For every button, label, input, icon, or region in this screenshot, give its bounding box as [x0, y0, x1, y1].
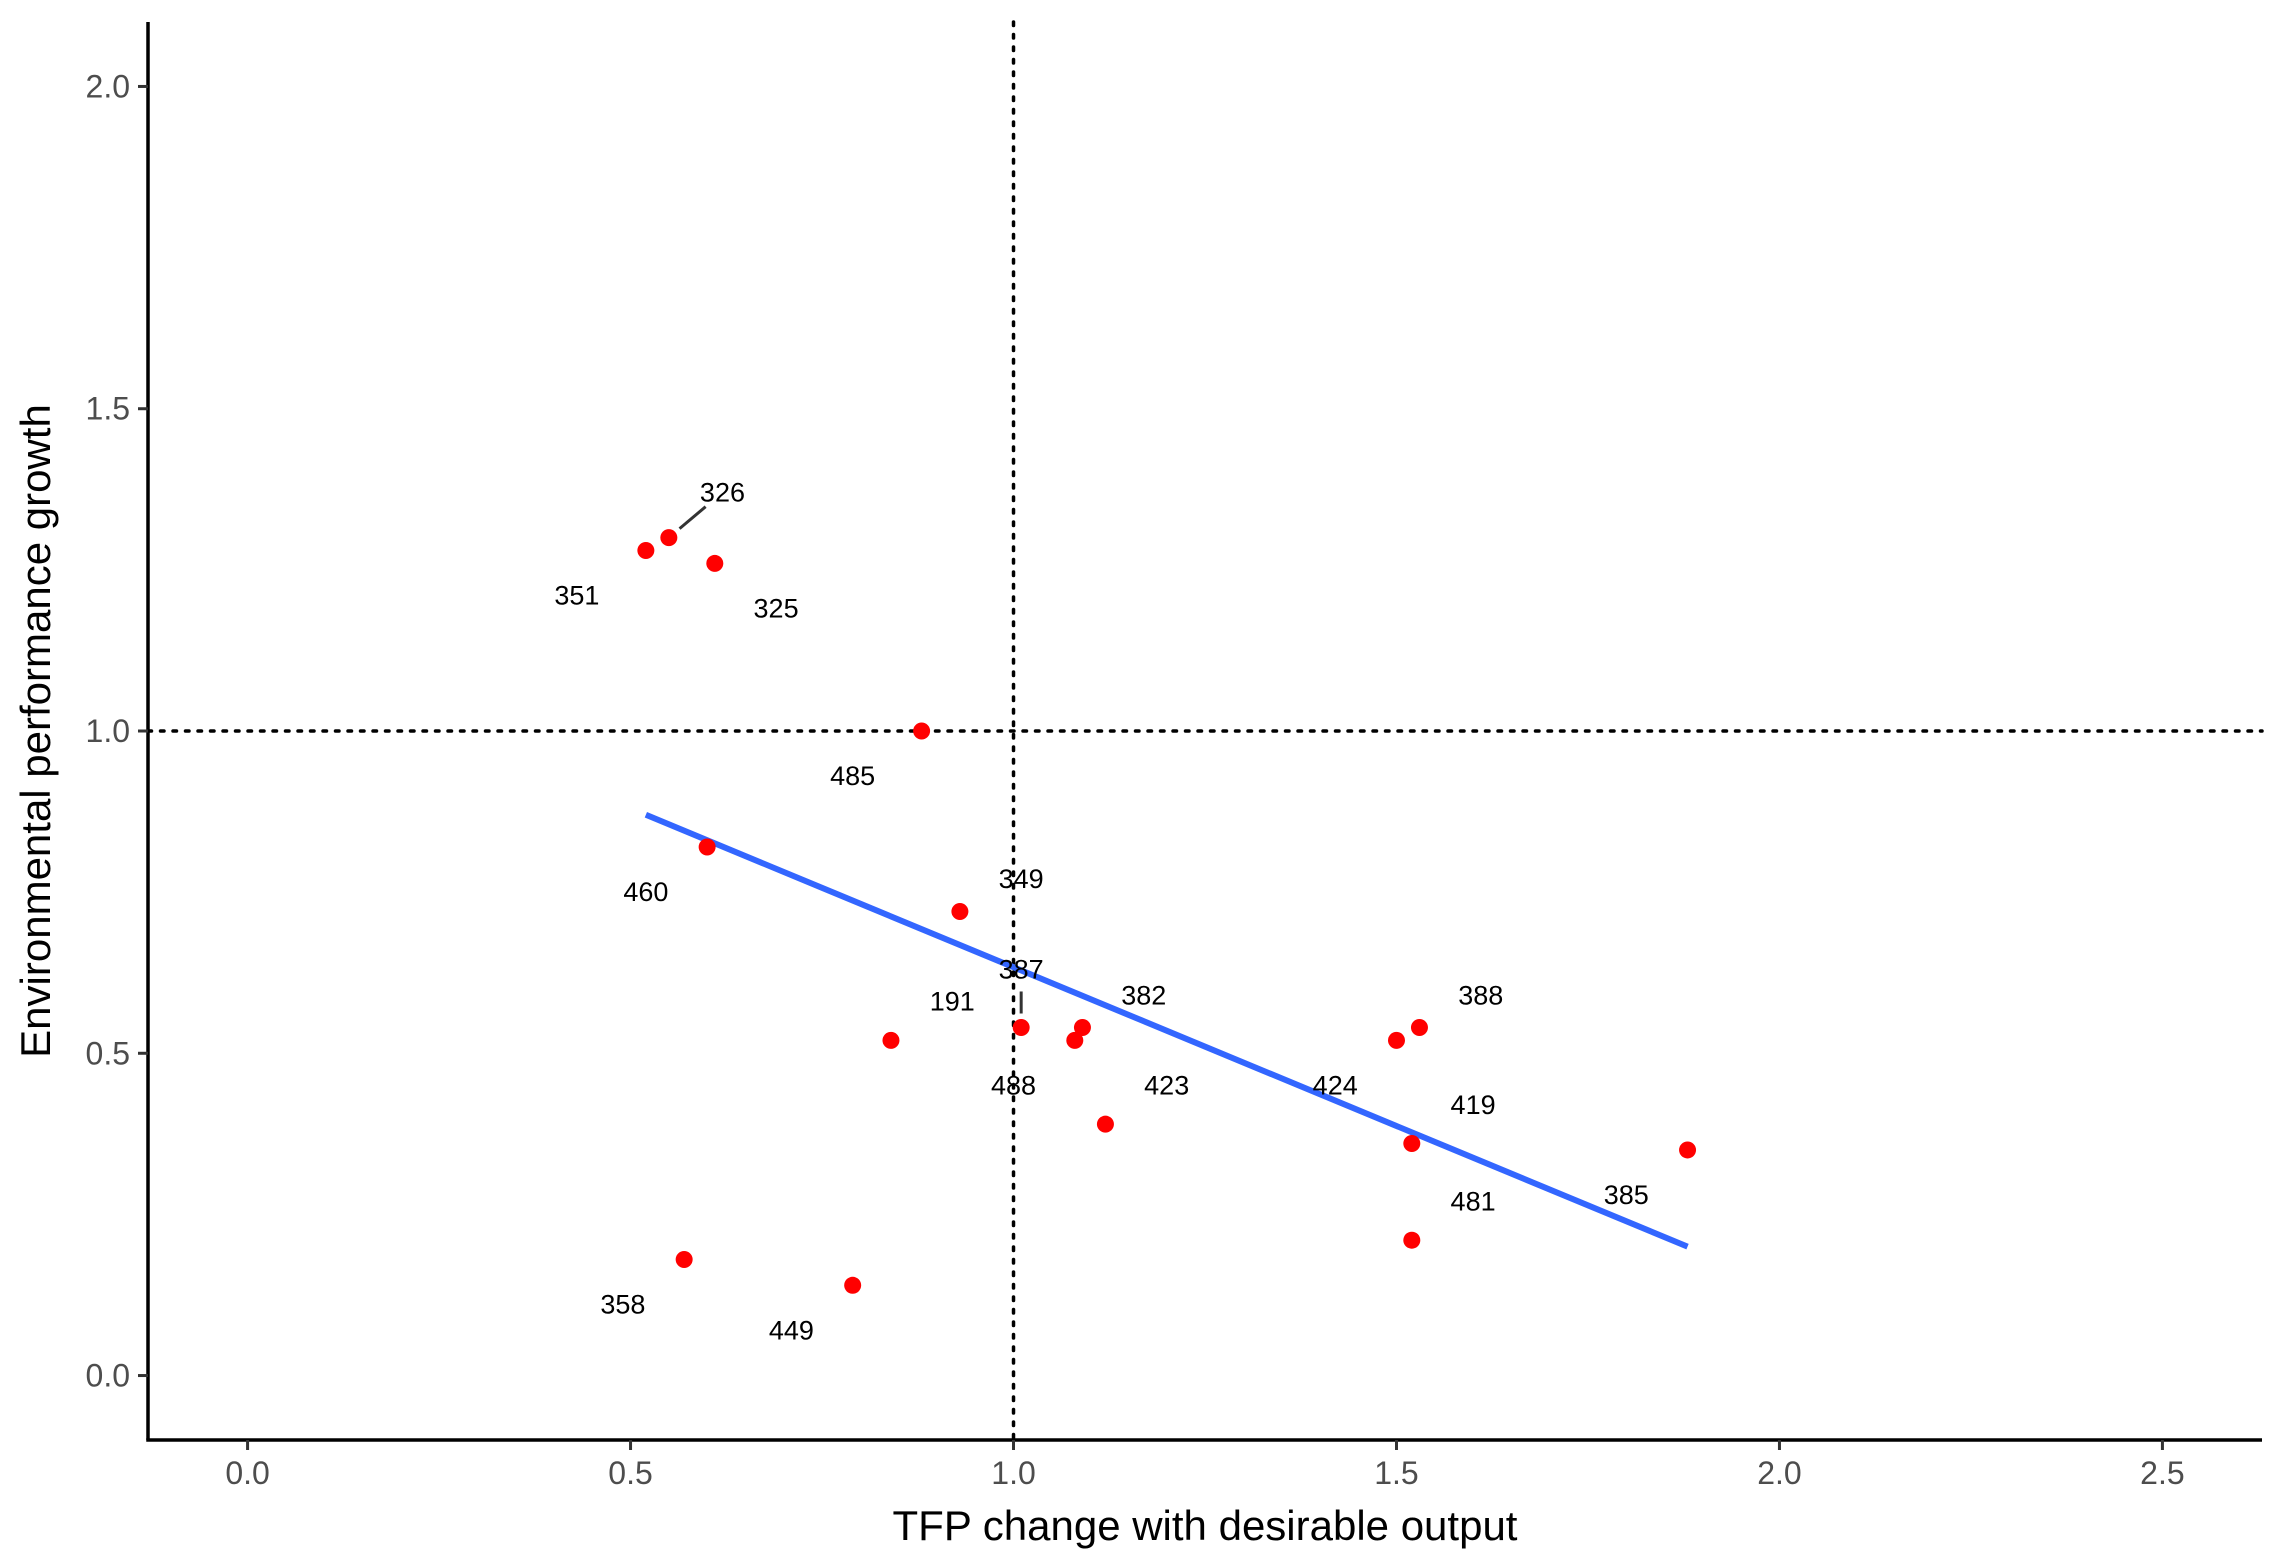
point-358 — [675, 1251, 693, 1269]
point-382 — [1073, 1018, 1091, 1036]
y-axis-ticks: 0.0 0.5 1.0 1.5 2.0 — [86, 68, 148, 1394]
trend-line-group — [644, 812, 1689, 1250]
point-label-485: 485 — [830, 761, 875, 791]
reference-lines — [146, 20, 2264, 1442]
point-388 — [1410, 1018, 1428, 1036]
point-423 — [1096, 1115, 1114, 1133]
point-label-349: 349 — [999, 864, 1044, 894]
x-tick-label: 1.0 — [991, 1455, 1035, 1491]
x-axis-ticks: 0.0 0.5 1.0 1.5 2.0 2.5 — [225, 1440, 2185, 1491]
point-label-326: 326 — [700, 478, 745, 508]
y-tick-label: 0.5 — [86, 1035, 130, 1071]
y-tick-label: 2.0 — [86, 68, 130, 104]
point-label-358: 358 — [600, 1290, 645, 1320]
point-label-191: 191 — [930, 987, 975, 1017]
point-label-419: 419 — [1451, 1090, 1496, 1120]
point-label-460: 460 — [623, 877, 668, 907]
data-points — [637, 529, 1697, 1294]
y-axis-title: Environmental performance growth — [12, 404, 59, 1058]
point-326 — [660, 529, 678, 547]
point-485 — [913, 722, 931, 740]
point-label-325: 325 — [754, 594, 799, 624]
y-tick-label: 1.0 — [86, 713, 130, 749]
point-label-382: 382 — [1121, 980, 1166, 1010]
point-label-388: 388 — [1458, 980, 1503, 1010]
point-385 — [1679, 1141, 1697, 1159]
x-axis-title: TFP change with desirable output — [893, 1502, 1518, 1549]
point-349 — [951, 902, 969, 920]
x-tick-label: 2.5 — [2140, 1455, 2184, 1491]
point-419 — [1403, 1135, 1421, 1153]
point-label-423: 423 — [1144, 1071, 1189, 1101]
trend-line — [644, 812, 1689, 1250]
point-449 — [844, 1276, 862, 1294]
point-488 — [1066, 1031, 1084, 1049]
x-tick-label: 0.0 — [225, 1455, 269, 1491]
y-tick-label: 0.0 — [86, 1358, 130, 1394]
label-leaders — [678, 505, 1023, 1014]
point-label-424: 424 — [1313, 1071, 1358, 1101]
point-424 — [1387, 1031, 1405, 1049]
point-325 — [706, 554, 724, 572]
point-label-449: 449 — [769, 1315, 814, 1345]
point-351 — [637, 542, 655, 560]
point-labels: 326 351 325 485 460 349 387 191 382 488 423 424 388 4… — [554, 478, 1648, 1346]
point-label-351: 351 — [554, 581, 599, 611]
point-label-387: 387 — [999, 954, 1044, 984]
label-leader-326 — [678, 505, 707, 530]
point-191 — [882, 1031, 900, 1049]
x-tick-label: 0.5 — [608, 1455, 652, 1491]
point-label-481: 481 — [1451, 1187, 1496, 1217]
x-tick-label: 2.0 — [1757, 1455, 1801, 1491]
point-481 — [1403, 1231, 1421, 1249]
point-label-488: 488 — [991, 1071, 1036, 1101]
point-387 — [1012, 1018, 1030, 1036]
y-tick-label: 1.5 — [86, 391, 130, 427]
x-tick-label: 1.5 — [1374, 1455, 1418, 1491]
point-460 — [698, 838, 716, 856]
point-label-385: 385 — [1604, 1180, 1649, 1210]
